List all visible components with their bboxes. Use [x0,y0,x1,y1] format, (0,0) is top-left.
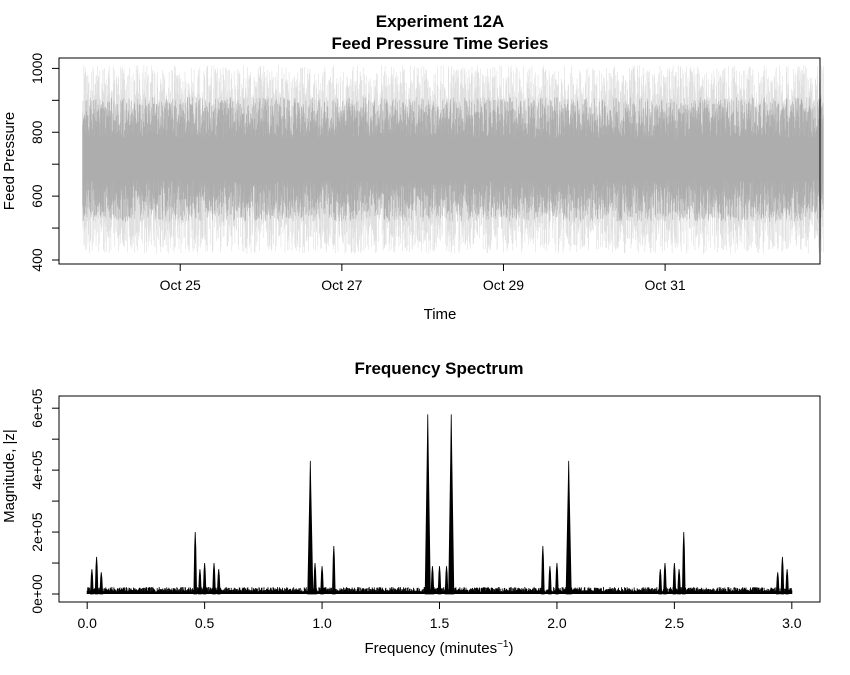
spectrum-peak [541,545,545,595]
spectrum-x-tick-label: 2.0 [547,615,567,631]
spectrum-y-axis: 0e+00 2e+05 4e+05 6e+05 [29,388,60,614]
spectrum-peak [672,563,677,595]
spectrum-x-tick-label: 0.0 [77,615,97,631]
spectrum-y-axis-label: Magnitude, |z| [1,429,18,523]
timeseries-y-tick-label: 800 [29,120,45,144]
spectrum-panel: Frequency Spectrum 0.0 0.5 1.0 1.5 2.0 2.5 3.0… [1,359,821,657]
spectrum-peak [193,532,198,595]
timeseries-y-tick-label: 400 [29,248,45,272]
spectrum-peak [212,563,216,595]
timeseries-y-tick-label: 600 [29,184,45,208]
spectrum-y-tick-label: 6e+05 [29,388,45,428]
spectrum-peak [198,569,202,595]
spectrum-y-tick-label: 4e+05 [29,450,45,490]
timeseries-x-tick-label: Oct 29 [483,277,524,293]
timeseries-series [82,65,824,254]
spectrum-peak [780,556,785,595]
spectrum-peak [99,572,104,595]
spectrum-peak [658,569,663,595]
spectrum-peak [548,566,552,595]
spectrum-peak [216,569,221,595]
timeseries-y-tick-label: 1000 [29,53,45,84]
spectrum-peak [307,460,314,595]
spectrum-x-tick-label: 3.0 [782,615,802,631]
spectrum-peak [565,460,572,595]
spectrum-y-tick-label: 0e+00 [29,574,45,614]
timeseries-x-tick-label: Oct 31 [644,277,685,293]
spectrum-x-axis: 0.0 0.5 1.0 1.5 2.0 2.5 3.0 [77,601,802,631]
spectrum-peak [444,566,449,595]
spectrum-peak [437,566,442,595]
spectrum-peak [202,563,207,595]
spectrum-peaks [90,414,789,595]
spectrum-peak [663,563,667,595]
timeseries-y-axis-label: Feed Pressure [1,112,18,210]
timeseries-x-tick-label: Oct 27 [321,277,362,293]
timeseries-core [82,97,824,222]
timeseries-x-axis-label: Time [424,306,457,323]
spectrum-peak [94,556,99,595]
spectrum-peak [331,545,336,595]
timeseries-x-axis: Oct 25 Oct 27 Oct 29 Oct 31 [160,263,686,293]
spectrum-x-tick-label: 1.0 [312,615,332,631]
spectrum-x-axis-label-main: Frequency (minutes [365,640,498,657]
spectrum-x-tick-label: 2.5 [665,615,685,631]
spectrum-peak [320,566,324,595]
spectrum-peak [677,569,681,595]
spectrum-peak [430,566,435,595]
spectrum-y-tick-label: 2e+05 [29,512,45,552]
timeseries-panel: Experiment 12A Feed Pressure Time Series… [1,12,824,323]
spectrum-peak [90,569,94,595]
spectrum-title: Frequency Spectrum [354,359,523,378]
spectrum-peak [681,532,686,595]
timeseries-title: Experiment 12A [376,12,505,31]
spectrum-peak [313,563,317,595]
timeseries-y-axis: 400 600 800 1000 [29,53,60,272]
spectrum-x-tick-label: 0.5 [195,615,215,631]
spectrum-peak [775,572,780,595]
timeseries-envelope [82,65,824,254]
spectrum-x-tick-label: 1.5 [430,615,450,631]
spectrum-peak [424,414,431,595]
spectrum-peak [555,563,559,595]
timeseries-x-tick-label: Oct 25 [160,277,201,293]
timeseries-subtitle: Feed Pressure Time Series [331,34,548,53]
spectrum-x-axis-label: Frequency (minutes−1) [365,639,514,657]
spectrum-x-axis-label-close: ) [508,640,513,657]
spectrum-peak [448,414,455,595]
spectrum-peak [785,569,789,595]
spectrum-x-axis-label-sup: −1 [497,639,509,650]
